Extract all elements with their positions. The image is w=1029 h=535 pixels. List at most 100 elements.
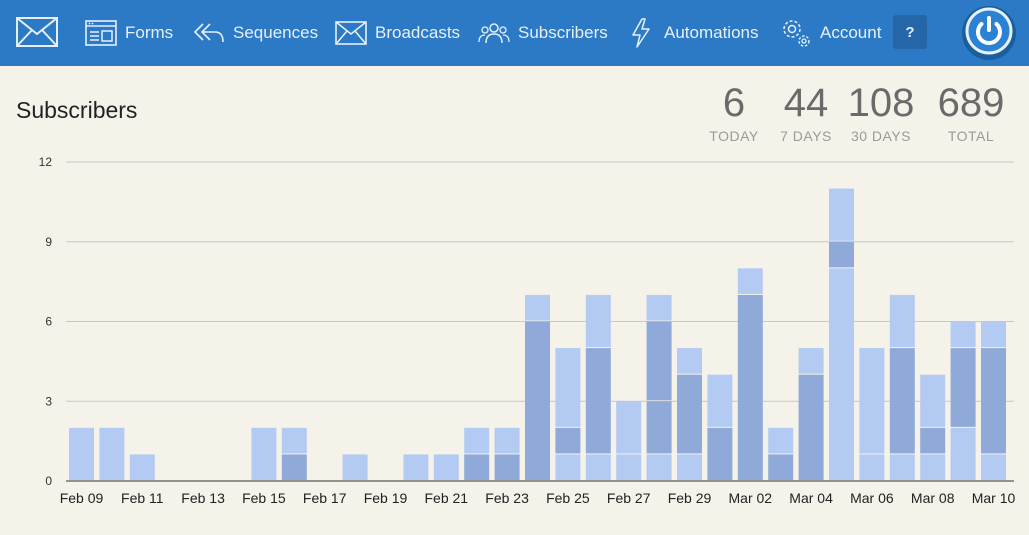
bar-segment[interactable]: [646, 454, 672, 480]
nav-item-forms[interactable]: Forms: [85, 0, 173, 66]
bar-segment[interactable]: [69, 427, 94, 480]
y-tick-label: 0: [45, 474, 52, 488]
bar-segment[interactable]: [920, 454, 946, 480]
bar-segment[interactable]: [464, 427, 490, 454]
nav-label: Sequences: [233, 23, 319, 42]
bar-segment[interactable]: [99, 427, 125, 480]
bar-segment[interactable]: [616, 401, 642, 454]
bar-segment[interactable]: [585, 348, 611, 454]
x-tick-label: Feb 09: [60, 490, 104, 506]
gears-icon: [780, 17, 812, 49]
bar-segment[interactable]: [281, 454, 307, 480]
bar-segment[interactable]: [525, 321, 550, 481]
bar-segment[interactable]: [251, 427, 277, 480]
bar-segment[interactable]: [981, 348, 1006, 454]
bar-segment[interactable]: [829, 268, 854, 480]
bar-segment[interactable]: [920, 427, 946, 454]
nav-label: Forms: [125, 23, 174, 42]
bar-segment[interactable]: [403, 454, 429, 480]
bar-segment[interactable]: [585, 454, 611, 480]
bar-segment[interactable]: [920, 374, 946, 427]
bar-segment[interactable]: [677, 374, 702, 454]
bar-segment[interactable]: [677, 454, 702, 480]
bar-segment[interactable]: [494, 427, 520, 454]
x-tick-label: Feb 27: [607, 490, 651, 506]
nav-item-subscribers[interactable]: Subscribers: [478, 0, 608, 66]
bar-segment[interactable]: [646, 294, 672, 321]
nav-item-sequences[interactable]: Sequences: [193, 0, 318, 66]
stat-7-days: 44 7 DAYS: [776, 80, 836, 144]
bar-segment[interactable]: [768, 454, 794, 480]
bar-segment[interactable]: [859, 454, 885, 480]
bar-segment[interactable]: [981, 454, 1006, 480]
power-icon: [964, 6, 1014, 61]
x-tick-label: Feb 11: [121, 490, 164, 506]
help-button[interactable]: ?: [893, 15, 927, 49]
bar-segment[interactable]: [737, 268, 763, 294]
bar-segment[interactable]: [555, 427, 581, 454]
bar-segment[interactable]: [768, 427, 794, 454]
bar-segment[interactable]: [707, 427, 733, 480]
nav-label: Broadcasts: [375, 23, 461, 42]
bar-segment[interactable]: [494, 454, 520, 480]
bar-segment[interactable]: [281, 427, 307, 454]
bar-segment[interactable]: [646, 401, 672, 454]
bar-segment[interactable]: [129, 454, 155, 480]
stat-value: 689: [937, 81, 1005, 125]
bar-segment[interactable]: [889, 454, 915, 480]
x-tick-label: Mar 04: [789, 490, 833, 506]
bar-segment[interactable]: [859, 348, 885, 454]
reply-arrows-icon: [193, 21, 225, 45]
bar-segment[interactable]: [981, 321, 1006, 348]
people-icon: [478, 21, 510, 45]
bar-segment[interactable]: [707, 374, 733, 427]
power-button[interactable]: [962, 6, 1016, 60]
nav-item-account[interactable]: Account: [780, 0, 881, 66]
x-tick-label: Mar 08: [911, 490, 955, 506]
x-tick-label: Feb 21: [425, 490, 469, 506]
nav-label: Account: [820, 23, 882, 42]
bar-segment[interactable]: [829, 241, 854, 268]
bar-segment[interactable]: [798, 374, 824, 480]
bar-segment[interactable]: [950, 427, 976, 480]
stat-30-days: 108 30 DAYS: [846, 80, 916, 144]
bar-segment[interactable]: [950, 348, 976, 427]
bar-segment[interactable]: [342, 454, 368, 480]
bar-segment[interactable]: [889, 348, 915, 454]
bar-segment[interactable]: [737, 294, 763, 480]
x-tick-label: Feb 29: [668, 490, 712, 506]
stat-label: 7 DAYS: [780, 128, 832, 144]
stat-label: 30 DAYS: [850, 128, 912, 144]
x-tick-label: Mar 02: [729, 490, 773, 506]
x-tick-label: Feb 23: [485, 490, 529, 506]
bar-segment[interactable]: [585, 294, 611, 348]
subscribers-bar-chart: 0 3 6 9 12 Feb 09 Feb 11 Feb 13 Feb 15 Feb 17 Feb …: [39, 155, 1016, 506]
bar-segment[interactable]: [555, 348, 581, 427]
stat-value: 6: [722, 81, 746, 125]
bar-segment[interactable]: [829, 188, 854, 241]
stat-total: 689 TOTAL: [936, 80, 1006, 144]
x-tick-label: Feb 15: [242, 490, 286, 506]
bar-segment[interactable]: [646, 321, 672, 401]
form-window-icon: [85, 19, 117, 47]
stat-value: 108: [847, 81, 915, 125]
top-navbar: Forms Sequences Broadcasts: [0, 0, 1029, 66]
logo-envelope-icon[interactable]: [16, 17, 58, 52]
bar-segment[interactable]: [798, 348, 824, 374]
bar-segment[interactable]: [525, 294, 550, 321]
envelope-icon: [335, 21, 367, 45]
y-tick-label: 12: [39, 155, 53, 169]
bar-segment[interactable]: [889, 294, 915, 348]
lightning-bolt-icon: [630, 18, 652, 48]
nav-item-broadcasts[interactable]: Broadcasts: [335, 0, 460, 66]
bar-segment[interactable]: [677, 348, 702, 374]
x-tick-label: Feb 25: [546, 490, 590, 506]
bar-segment[interactable]: [616, 454, 642, 480]
bar-segment[interactable]: [433, 454, 459, 480]
bar-segment[interactable]: [464, 454, 490, 480]
bar-segment[interactable]: [555, 454, 581, 480]
nav-item-automations[interactable]: Automations: [630, 0, 759, 66]
y-tick-label: 6: [45, 315, 52, 329]
bar-segment[interactable]: [950, 321, 976, 348]
stat-label: TOTAL: [947, 128, 995, 144]
